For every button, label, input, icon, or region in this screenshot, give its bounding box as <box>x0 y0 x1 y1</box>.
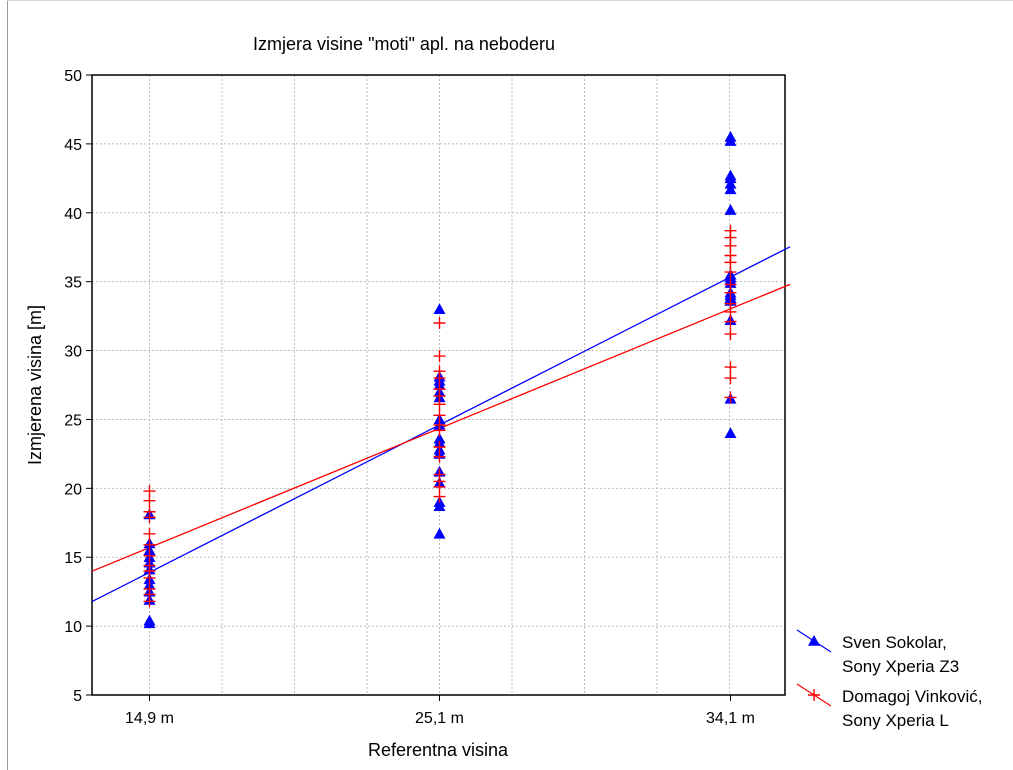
y-tick-label: 30 <box>64 344 82 361</box>
y-tick-label: 40 <box>64 206 82 223</box>
x-tick-label: 34,1 m <box>706 710 755 727</box>
data-point <box>724 204 737 215</box>
data-point <box>433 383 446 396</box>
data-point <box>724 131 737 142</box>
data-point <box>724 177 737 189</box>
series-red-points <box>143 224 737 608</box>
data-point <box>433 468 446 481</box>
legend-label: Sven Sokolar, <box>842 633 947 652</box>
data-point <box>724 169 737 181</box>
y-axis: 5 10 15 20 25 30 35 40 45 50 <box>64 68 92 705</box>
y-tick-label: 20 <box>64 481 82 498</box>
data-point <box>433 350 446 363</box>
data-point <box>143 505 156 518</box>
data-point <box>724 183 737 195</box>
chart-title: Izmjera visine "moti" apl. na neboderu <box>253 34 555 54</box>
data-point <box>724 278 737 291</box>
legend-label: Sony Xperia Z3 <box>842 657 959 676</box>
x-axis-label: Referentna visina <box>368 740 509 760</box>
data-point <box>724 427 737 439</box>
y-axis-label: Izmjerena visina [m] <box>25 305 45 465</box>
data-point <box>433 303 446 315</box>
data-points <box>143 131 737 629</box>
legend-marker <box>808 635 820 646</box>
plot-area <box>91 74 786 696</box>
y-tick-label: 15 <box>64 550 82 567</box>
data-point <box>143 538 156 551</box>
data-point <box>433 432 446 444</box>
data-point <box>433 409 446 422</box>
legend-label: Domagoj Vinković, <box>842 687 982 706</box>
data-point <box>724 372 737 385</box>
data-point <box>433 527 446 539</box>
data-point <box>433 317 446 329</box>
data-point <box>724 391 737 404</box>
data-point <box>143 527 156 540</box>
y-tick-label: 25 <box>64 412 82 429</box>
data-point <box>724 224 737 237</box>
data-point <box>724 328 737 341</box>
data-point <box>143 614 156 626</box>
y-tick-label: 50 <box>64 68 82 85</box>
y-tick-label: 5 <box>73 688 82 705</box>
legend-marker <box>808 689 820 701</box>
x-tick-label: 25,1 m <box>415 710 464 727</box>
data-point <box>724 361 737 374</box>
y-tick-label: 35 <box>64 275 82 292</box>
legend: Sven Sokolar, Sony Xperia Z3 Domagoj Vinko… <box>796 629 982 730</box>
window-frame-left <box>7 0 8 770</box>
window-frame-top <box>7 0 1013 1</box>
data-point <box>143 582 156 595</box>
data-point <box>724 297 737 310</box>
x-axis: 14,9 m 25,1 m 34,1 m <box>125 695 755 727</box>
data-point <box>143 485 156 498</box>
data-point <box>143 549 156 562</box>
data-point <box>433 365 446 378</box>
legend-label: Sony Xperia L <box>842 711 949 730</box>
x-tick-label: 14,9 m <box>125 710 174 727</box>
data-point <box>433 441 446 453</box>
y-tick-label: 45 <box>64 137 82 154</box>
y-tick-label: 10 <box>64 619 82 636</box>
